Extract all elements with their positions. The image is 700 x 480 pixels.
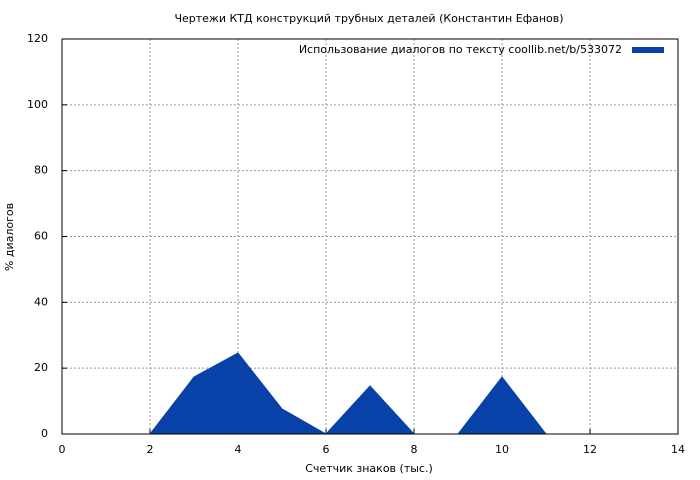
x-tick-label: 2 bbox=[147, 443, 154, 456]
chart-title: Чертежи КТД конструкций трубных деталей … bbox=[174, 12, 563, 25]
y-tick-label: 0 bbox=[41, 427, 48, 440]
x-tick-label: 6 bbox=[323, 443, 330, 456]
y-tick-label: 100 bbox=[27, 98, 48, 111]
x-tick-label: 10 bbox=[495, 443, 509, 456]
x-axis-label: Счетчик знаков (тыс.) bbox=[305, 462, 433, 475]
plot-border bbox=[61, 38, 679, 435]
x-tick-label: 14 bbox=[671, 443, 685, 456]
legend-label: Использование диалогов по тексту coollib… bbox=[299, 43, 622, 56]
y-tick-label: 60 bbox=[34, 230, 48, 243]
x-tick-label: 12 bbox=[583, 443, 597, 456]
x-tick-label: 4 bbox=[235, 443, 242, 456]
y-tick-label: 80 bbox=[34, 164, 48, 177]
y-tick-label: 40 bbox=[34, 295, 48, 308]
y-tick-label: 20 bbox=[34, 361, 48, 374]
y-tick-label: 120 bbox=[27, 32, 48, 45]
x-tick-label: 0 bbox=[59, 443, 66, 456]
x-tick-label: 8 bbox=[411, 443, 418, 456]
y-axis-label: % диалогов bbox=[3, 203, 16, 271]
legend-swatch bbox=[632, 47, 664, 53]
area bbox=[62, 352, 548, 435]
